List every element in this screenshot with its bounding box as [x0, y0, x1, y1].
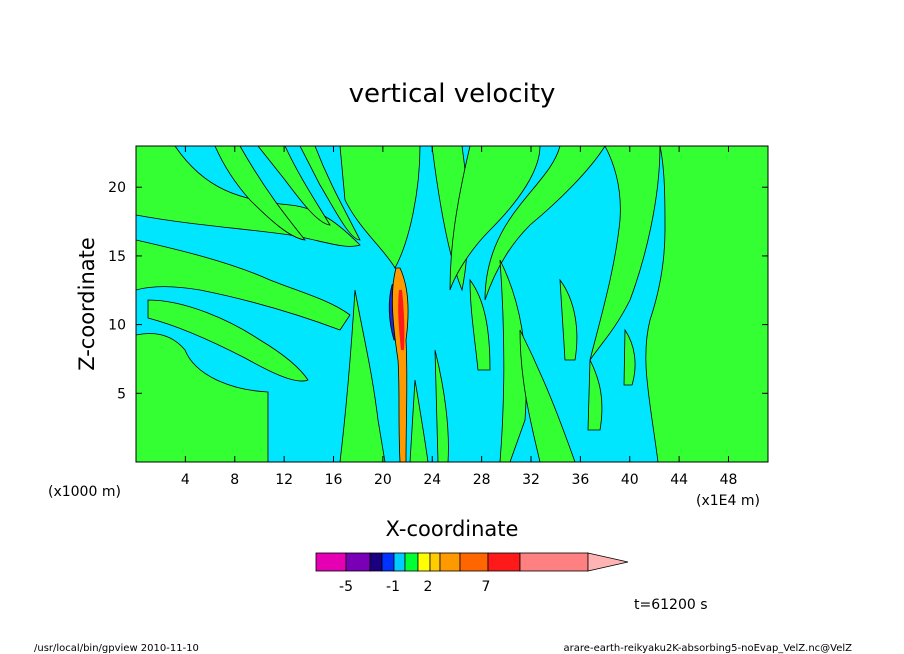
time-label: t=61200 s: [634, 597, 708, 613]
positive-velocity-band: [499, 259, 527, 462]
footer-right: arare-earth-reikyaku2K-absorbing5-noEvap…: [564, 643, 853, 654]
x-tick-label: 16: [325, 472, 343, 488]
positive-velocity-band: [214, 146, 306, 241]
strong-updraft: [398, 290, 405, 350]
colorbar-swatch: [417, 552, 431, 572]
positive-velocity-band: [339, 146, 421, 269]
colorbar-swatch: [487, 552, 521, 572]
positive-velocity-band: [147, 299, 309, 382]
y-tick-label: 20: [108, 180, 126, 196]
colorbar-swatch: [519, 552, 589, 572]
positive-velocity-band: [136, 239, 351, 331]
colorbar-label: 2: [424, 579, 433, 595]
positive-velocity-band: [559, 278, 578, 361]
colorbar-swatch: [369, 552, 383, 572]
colorbar-swatch: [345, 552, 371, 572]
x-tick-label: 28: [473, 472, 491, 488]
y-tick-label: 10: [108, 318, 126, 334]
positive-velocity-band: [587, 359, 603, 431]
x-tick-label: 8: [230, 472, 239, 488]
colorbar-swatch: [429, 552, 441, 572]
footer-left: /usr/local/bin/gpview 2010-11-10: [34, 643, 199, 654]
x-tick-label: 20: [374, 472, 392, 488]
colorbar-swatch: [459, 552, 489, 572]
y-unit-label: (x1000 m): [48, 484, 121, 500]
x-tick-label: 12: [275, 472, 293, 488]
colorbar-swatch: [404, 552, 419, 572]
x-tick-label: 24: [423, 472, 441, 488]
y-tick-label: 15: [108, 249, 126, 265]
x-tick-label: 44: [670, 472, 688, 488]
positive-velocity-band: [136, 146, 361, 247]
colorbar-swatch: [393, 552, 406, 572]
plot-frame: [135, 145, 769, 463]
colorbar-label: -1: [386, 579, 400, 595]
colorbar-swatch: [381, 552, 395, 572]
colorbar-label: -5: [339, 579, 353, 595]
colorbar-labels: -5 -1 2 7: [339, 579, 490, 595]
positive-velocity-band: [623, 328, 636, 386]
x-tick-label: 48: [720, 472, 738, 488]
updraft-core: [391, 267, 409, 462]
colorbar-arrow: [587, 552, 629, 572]
positive-velocity-band: [449, 146, 541, 291]
positive-velocity-band: [136, 333, 269, 462]
x-axis-label: X-coordinate: [386, 517, 519, 541]
x-unit-label: (x1E4 m): [696, 493, 760, 509]
y-axis-label: Z-coordinate: [75, 237, 99, 371]
chart-title: vertical velocity: [349, 79, 556, 109]
y-axis: 5 10 15 20: [108, 180, 768, 402]
positive-velocity-band: [519, 329, 576, 462]
y-tick-label: 5: [117, 386, 126, 402]
positive-velocity-band: [299, 146, 361, 241]
x-tick-label: 32: [522, 472, 540, 488]
positive-velocity-band: [645, 146, 768, 462]
positive-velocity-band: [469, 278, 491, 371]
positive-velocity-band: [484, 146, 606, 301]
contour-field: [136, 146, 768, 462]
positive-velocity-band: [257, 146, 331, 226]
colorbar-swatch: [315, 552, 347, 572]
x-axis: 4 8 12 16 20 24 28 32 36 40 44 48: [181, 146, 738, 488]
x-tick-label: 36: [571, 472, 589, 488]
colorbar-swatch: [439, 552, 461, 572]
x-tick-label: 40: [621, 472, 639, 488]
x-tick-label: 4: [181, 472, 190, 488]
colorbar: [315, 552, 629, 572]
colorbar-label: 7: [482, 579, 491, 595]
positive-velocity-band: [339, 289, 386, 462]
